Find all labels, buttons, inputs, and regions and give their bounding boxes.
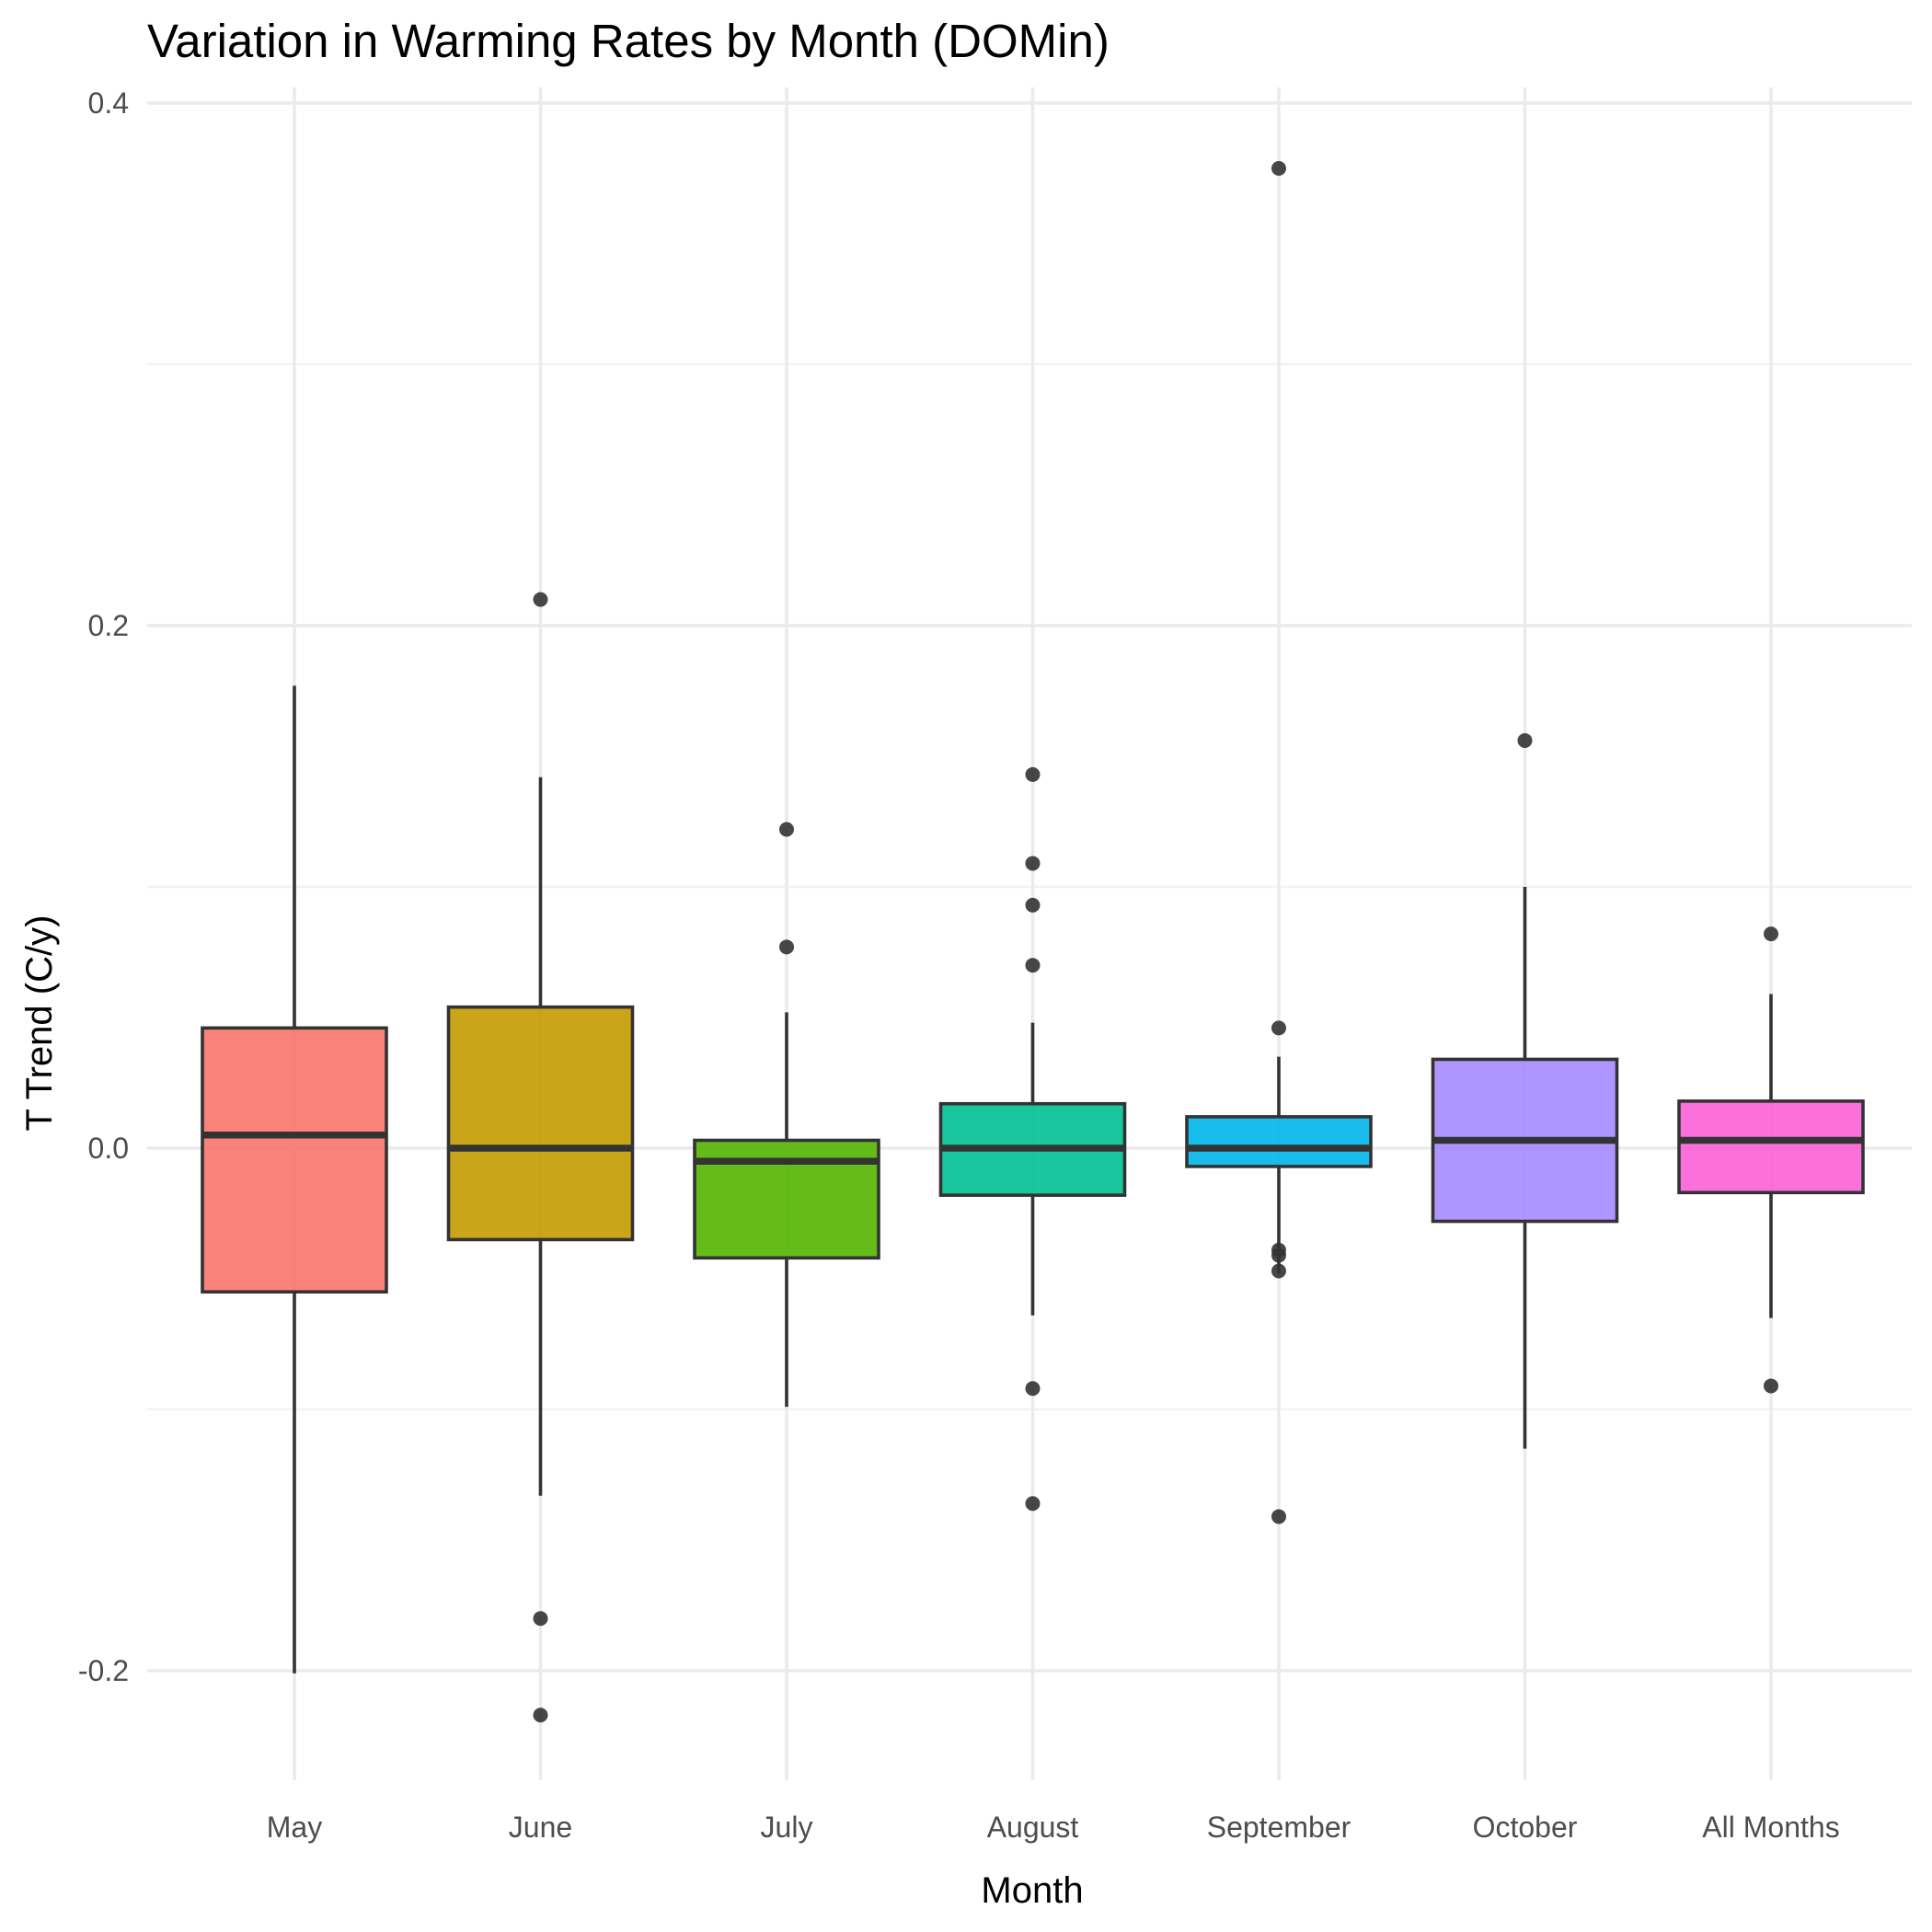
- y-tick-label-0: -0.2: [78, 1654, 129, 1687]
- box-september: [1185, 161, 1373, 1524]
- x-tick-label-2: July: [761, 1811, 813, 1844]
- x-tick-label-6: All Months: [1702, 1811, 1839, 1844]
- outlier-point-september-0: [1271, 161, 1286, 176]
- x-tick-label-0: May: [267, 1811, 322, 1844]
- outlier-point-september-3: [1271, 1248, 1286, 1263]
- iqr-box-may: [201, 1026, 388, 1294]
- y-axis-title: T Trend (C/y): [19, 915, 60, 1132]
- outlier-point-october-0: [1517, 732, 1533, 748]
- box-august: [938, 766, 1127, 1512]
- outlier-point-june-0: [533, 592, 548, 607]
- outlier-point-june-2: [533, 1708, 548, 1723]
- x-tick-label-1: June: [509, 1811, 572, 1844]
- chart-title: Variation in Warming Rates by Month (DOM…: [147, 15, 1110, 67]
- x-axis-ticks: May June July August September October All Mon…: [267, 1811, 1840, 1844]
- x-tick-label-3: August: [987, 1811, 1079, 1844]
- y-tick-label-2: 0.2: [88, 609, 129, 642]
- outlier-point-september-4: [1271, 1263, 1286, 1279]
- box-july: [693, 822, 880, 1408]
- iqr-box-september: [1185, 1115, 1373, 1168]
- box-june: [446, 592, 635, 1723]
- outlier-point-august-1: [1025, 856, 1041, 871]
- x-tick-label-5: October: [1473, 1811, 1578, 1844]
- outlier-point-august-0: [1025, 766, 1041, 782]
- box-layer: [201, 161, 1865, 1723]
- outlier-point-all-months-0: [1764, 926, 1778, 942]
- outlier-point-june-1: [533, 1611, 548, 1627]
- outlier-point-all-months-1: [1764, 1378, 1778, 1394]
- outlier-point-august-3: [1025, 958, 1041, 973]
- outlier-point-july-1: [779, 939, 794, 955]
- outlier-point-august-2: [1025, 897, 1041, 913]
- x-axis-title: Month: [981, 1870, 1083, 1911]
- box-october: [1431, 732, 1619, 1449]
- outlier-point-september-5: [1271, 1509, 1286, 1524]
- iqr-box-all-months: [1677, 1099, 1865, 1195]
- outlier-point-september-1: [1271, 1020, 1286, 1036]
- grid-lines: [147, 87, 1912, 1780]
- y-axis-ticks: -0.2 0.0 0.2 0.4: [78, 86, 129, 1687]
- y-tick-label-1: 0.0: [88, 1132, 129, 1165]
- y-tick-label-3: 0.4: [88, 86, 129, 120]
- iqr-box-june: [446, 1005, 635, 1242]
- box-may: [201, 685, 388, 1673]
- outlier-point-august-4: [1025, 1381, 1041, 1397]
- box-all-months: [1677, 926, 1865, 1394]
- x-tick-label-4: September: [1207, 1811, 1351, 1844]
- outlier-point-july-0: [779, 822, 794, 837]
- outlier-point-august-5: [1025, 1496, 1041, 1512]
